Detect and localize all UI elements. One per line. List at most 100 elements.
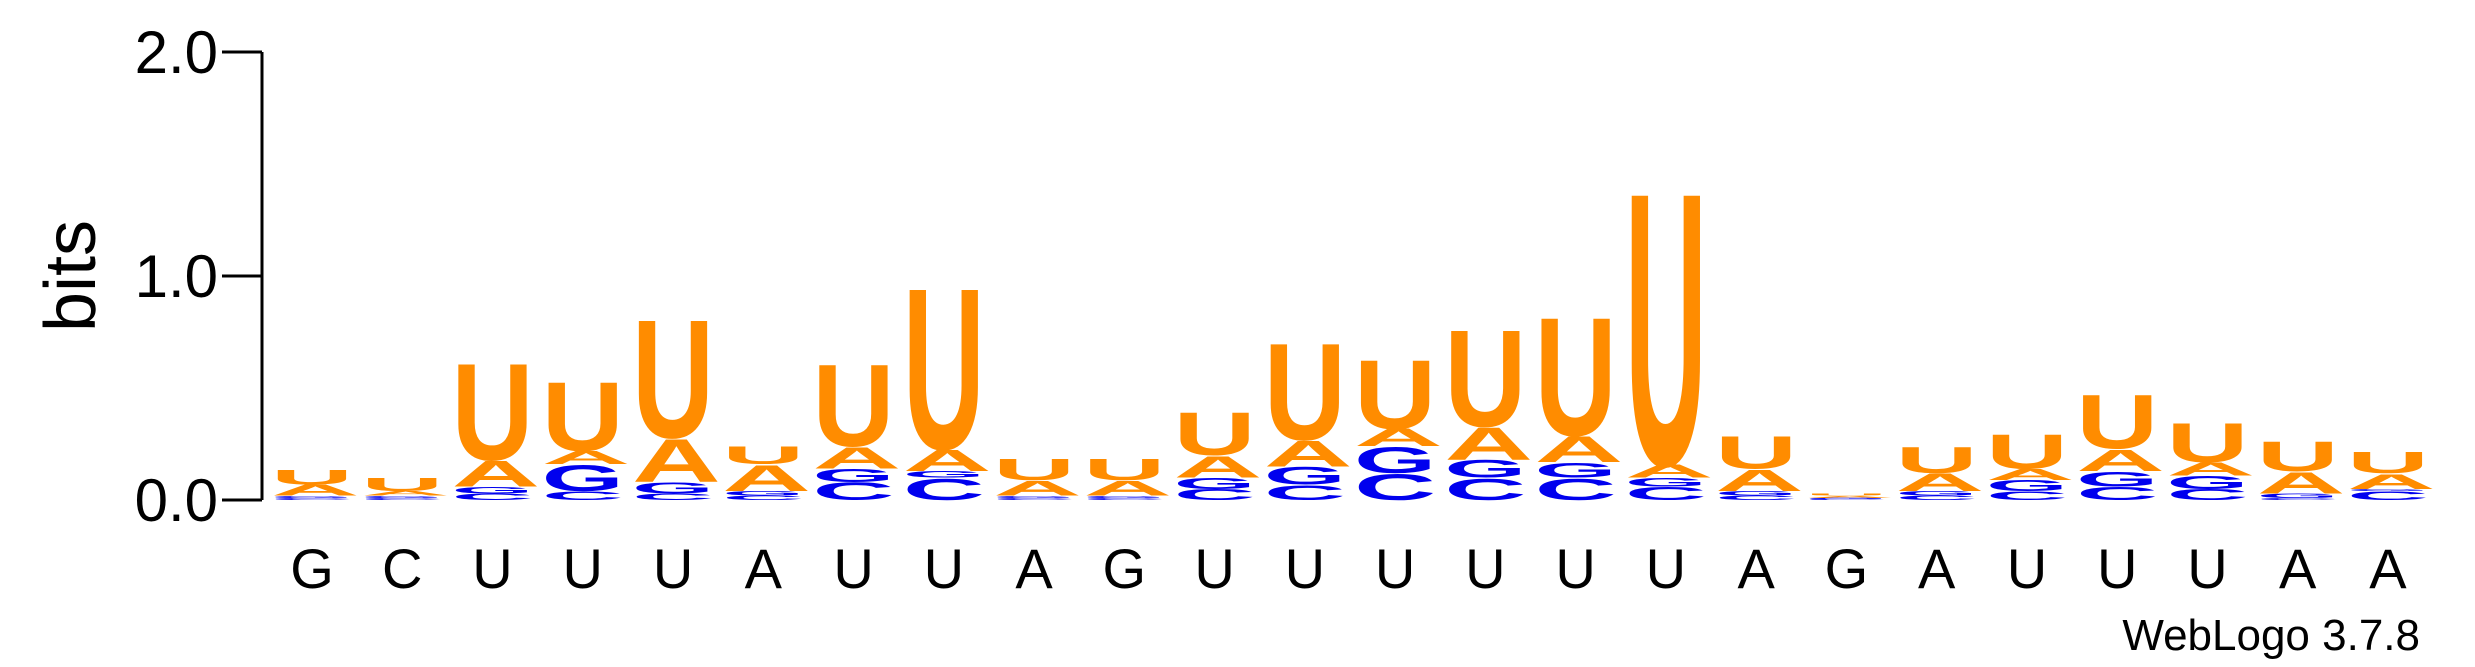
logo-letter: G bbox=[1896, 490, 1978, 497]
logo-letter: A bbox=[813, 441, 902, 475]
logo-letter: C bbox=[271, 497, 353, 500]
logo-letter: G bbox=[722, 490, 804, 497]
logo-letter: A bbox=[361, 490, 450, 497]
logo-letter: U bbox=[271, 465, 353, 489]
logo-letter: U bbox=[1896, 440, 1978, 481]
logo-letter: U bbox=[993, 452, 1075, 486]
logo-letter: G bbox=[271, 495, 353, 498]
logo-letter: C bbox=[1805, 499, 1887, 501]
logo-letter: A bbox=[993, 476, 1082, 500]
x-tick-label: U bbox=[1555, 537, 1595, 600]
logo-letter: U bbox=[452, 334, 534, 489]
logo-letter: A bbox=[2347, 469, 2436, 493]
logo-letter: U bbox=[2347, 445, 2429, 479]
logo-letter: C bbox=[632, 492, 714, 502]
x-tick-label: U bbox=[1285, 537, 1325, 600]
logo-letter: C bbox=[1354, 467, 1436, 508]
logo-letter: U bbox=[1444, 300, 1526, 455]
logo-letter: A bbox=[1083, 476, 1172, 500]
logo-letter: C bbox=[1715, 494, 1797, 501]
logo-letter: A bbox=[542, 447, 631, 468]
logo-letter: U bbox=[1805, 493, 1887, 496]
y-axis-label: bits bbox=[31, 220, 111, 332]
logo-letter: G bbox=[2257, 492, 2339, 499]
logo-letter: G bbox=[903, 469, 985, 479]
logo-letter: C bbox=[2257, 497, 2339, 500]
x-tick-label: U bbox=[472, 537, 512, 600]
logo-letter: G bbox=[2347, 488, 2429, 491]
x-tick-label: C bbox=[382, 537, 422, 600]
logo-letter: G bbox=[1625, 475, 1707, 489]
logo-letter: C bbox=[542, 489, 624, 503]
logo-letter: A bbox=[1896, 469, 1985, 496]
x-tick-label: G bbox=[1825, 537, 1869, 600]
logo-letter: G bbox=[1354, 440, 1436, 481]
logo-letter: U bbox=[903, 242, 985, 498]
logo-letter: U bbox=[2257, 432, 2339, 480]
x-tick-label: A bbox=[745, 537, 783, 600]
logo-letter: A bbox=[2257, 466, 2346, 500]
logo-letter: G bbox=[1083, 495, 1165, 498]
logo-letter: A bbox=[1535, 429, 1624, 470]
logo-letter: U bbox=[722, 442, 804, 469]
logo-letter: G bbox=[1444, 456, 1526, 483]
logo-letter: A bbox=[1174, 450, 1263, 484]
logo-letter: U bbox=[2076, 379, 2158, 465]
logo-letter: U bbox=[1625, 111, 1707, 547]
x-tick-label: U bbox=[563, 537, 603, 600]
logo-letter: A bbox=[1625, 461, 1714, 482]
x-tick-label: G bbox=[290, 537, 334, 600]
logo-letter: G bbox=[632, 479, 714, 496]
logo-letter: C bbox=[1896, 494, 1978, 501]
logo-letter: U bbox=[1264, 314, 1346, 469]
logo-letter: G bbox=[1535, 458, 1617, 482]
logo-letter: G bbox=[2166, 472, 2248, 492]
logo-letter: A bbox=[632, 426, 721, 495]
logo-letter: U bbox=[632, 285, 714, 474]
x-tick-label: U bbox=[1375, 537, 1415, 600]
x-tick-label: A bbox=[2279, 537, 2317, 600]
credit: WebLogo 3.7.8 bbox=[2122, 611, 2420, 660]
logo-letter: G bbox=[993, 495, 1075, 498]
logo-letter: C bbox=[2076, 483, 2158, 504]
logo-letter: C bbox=[1986, 489, 2068, 503]
logo-letter: U bbox=[1986, 424, 2068, 479]
logo-letter: A bbox=[2166, 459, 2255, 480]
logo-letter: A bbox=[271, 482, 360, 499]
logo-letter: U bbox=[1715, 428, 1797, 479]
logo-letter: A bbox=[1805, 495, 1894, 498]
x-tick-label: U bbox=[833, 537, 873, 600]
logo-letter: C bbox=[1174, 486, 1256, 503]
logo-letter: C bbox=[361, 497, 443, 500]
logo-letter: C bbox=[1444, 472, 1526, 506]
logo-letter: A bbox=[1444, 418, 1533, 470]
x-tick-label: A bbox=[1918, 537, 1956, 600]
logo-letter: A bbox=[903, 443, 992, 477]
x-tick-label: U bbox=[2007, 537, 2047, 600]
y-tick-label: 1.0 bbox=[135, 243, 218, 310]
logo-letter: C bbox=[2347, 489, 2429, 503]
logo-letter: U bbox=[813, 342, 895, 472]
logo-letter: U bbox=[1354, 339, 1436, 449]
logo-letter: C bbox=[2166, 486, 2248, 503]
logo-letter: G bbox=[1715, 490, 1797, 497]
logo-letter: C bbox=[1535, 472, 1617, 506]
logo-letter: C bbox=[722, 494, 804, 501]
logo-letter: U bbox=[1535, 282, 1617, 471]
logo-letter: U bbox=[542, 362, 624, 472]
logo-letter: C bbox=[1083, 497, 1165, 500]
logo-letter: C bbox=[813, 478, 895, 505]
logo-letter: U bbox=[2166, 412, 2248, 474]
x-tick-label: G bbox=[1103, 537, 1147, 600]
logo-letter: C bbox=[1625, 483, 1707, 504]
logo-letter: A bbox=[1715, 463, 1804, 497]
logo-letter: A bbox=[1986, 466, 2075, 483]
logo-letter: G bbox=[542, 458, 624, 499]
x-tick-label: U bbox=[924, 537, 964, 600]
logo-letter: A bbox=[1354, 424, 1443, 451]
logo-letter: G bbox=[1174, 475, 1256, 492]
logo-letter: C bbox=[452, 492, 534, 502]
logo-letter: G bbox=[2076, 467, 2158, 491]
logo-letter: G bbox=[361, 495, 443, 498]
